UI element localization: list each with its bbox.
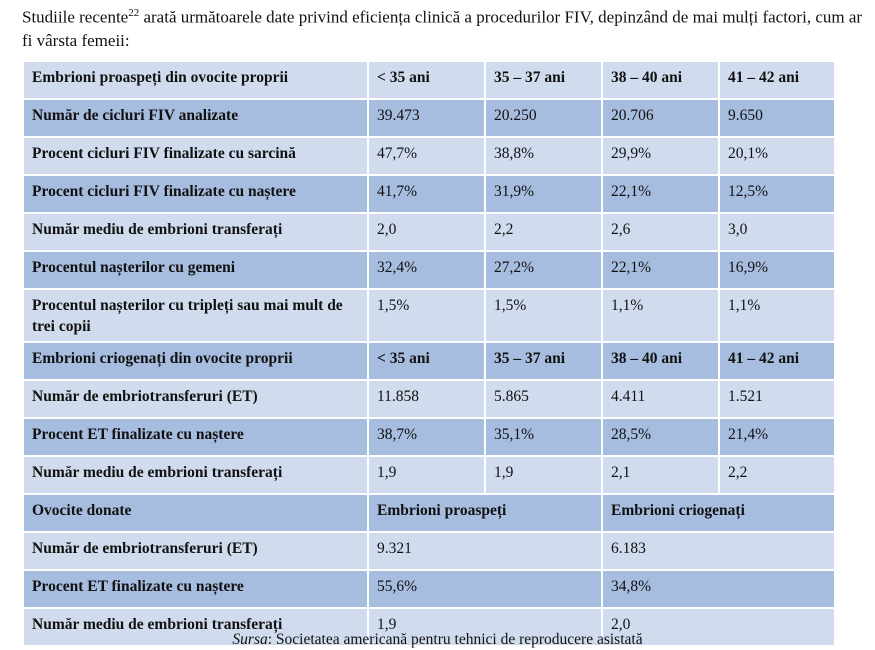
table-cell: 12,5% bbox=[718, 174, 836, 214]
row-label: Procent ET finalizate cu naștere bbox=[22, 569, 369, 609]
age-group-header: 35 – 37 ani bbox=[484, 341, 603, 381]
table-cell: 2,0 bbox=[367, 212, 486, 252]
table-cell: 35,1% bbox=[484, 417, 603, 457]
row-label: Număr mediu de embrioni transferați bbox=[22, 607, 369, 647]
source-text: : Societatea americană pentru tehnici de… bbox=[267, 631, 643, 648]
donor-oocytes-header-row: Ovocite donate Embrioni proaspeți Embrio… bbox=[22, 493, 836, 533]
table-row: Procentul nașterilor cu tripleți sau mai… bbox=[22, 288, 836, 343]
age-group-header: 41 – 42 ani bbox=[718, 60, 836, 100]
row-label: Număr mediu de embrioni transferați bbox=[22, 212, 369, 252]
table-row: Număr de embriotransferuri (ET) 9.321 6.… bbox=[22, 531, 836, 571]
table-cell: 31,9% bbox=[484, 174, 603, 214]
table-cell: 3,0 bbox=[718, 212, 836, 252]
table-cell: 1,9 bbox=[367, 607, 603, 647]
table-cell: 1,5% bbox=[484, 288, 603, 343]
intro-text-end: arată următoarele date privind eficiența… bbox=[22, 7, 863, 50]
table-cell: 11.858 bbox=[367, 379, 486, 419]
row-label: Procent cicluri FIV finalizate cu sarcin… bbox=[22, 136, 369, 176]
table-cell: 20,1% bbox=[718, 136, 836, 176]
row-label: Număr mediu de embrioni transferați bbox=[22, 455, 369, 495]
table-cell: 41,7% bbox=[367, 174, 486, 214]
column-header: Embrioni proaspeți bbox=[367, 493, 603, 533]
table-cell: 16,9% bbox=[718, 250, 836, 290]
table-cell: 2,1 bbox=[601, 455, 720, 495]
source-label: Sursa bbox=[232, 631, 268, 648]
footnote-reference[interactable]: 22 bbox=[128, 7, 140, 19]
age-group-header: 38 – 40 ani bbox=[601, 60, 720, 100]
row-label: Procent cicluri FIV finalizate cu nașter… bbox=[22, 174, 369, 214]
column-header: Embrioni criogenați bbox=[601, 493, 836, 533]
table-cell: 1.521 bbox=[718, 379, 836, 419]
table-cell: 1,1% bbox=[601, 288, 720, 343]
table-cell: 6.183 bbox=[601, 531, 836, 571]
table-cell: 1,1% bbox=[718, 288, 836, 343]
frozen-embryos-header-row: Embrioni criogenați din ovocite proprii … bbox=[22, 341, 836, 381]
table-cell: 1,9 bbox=[484, 455, 603, 495]
section-title: Embrioni criogenați din ovocite proprii bbox=[22, 341, 369, 381]
table-row: Procentul nașterilor cu gemeni 32,4% 27,… bbox=[22, 250, 836, 290]
table-cell: 2,6 bbox=[601, 212, 720, 252]
age-group-header: 38 – 40 ani bbox=[601, 341, 720, 381]
table-row: Număr mediu de embrioni transferați 1,9 … bbox=[22, 607, 836, 647]
age-group-header: 41 – 42 ani bbox=[718, 341, 836, 381]
table-row: Număr de embriotransferuri (ET) 11.858 5… bbox=[22, 379, 836, 419]
table-cell: 34,8% bbox=[601, 569, 836, 609]
table-cell: 2,2 bbox=[718, 455, 836, 495]
table-cell: 1,5% bbox=[367, 288, 486, 343]
age-group-header: < 35 ani bbox=[367, 341, 486, 381]
table-row: Număr mediu de embrioni transferați 2,0 … bbox=[22, 212, 836, 252]
table-cell: 21,4% bbox=[718, 417, 836, 457]
age-group-header: 35 – 37 ani bbox=[484, 60, 603, 100]
table-cell: 2,2 bbox=[484, 212, 603, 252]
table-row: Procent ET finalizate cu naștere 55,6% 3… bbox=[22, 569, 836, 609]
intro-paragraph: Studiile recente22 arată următoarele dat… bbox=[22, 2, 867, 52]
table-cell: 4.411 bbox=[601, 379, 720, 419]
fresh-embryos-header-row: Embrioni proaspeți din ovocite proprii <… bbox=[22, 60, 836, 100]
table-cell: 5.865 bbox=[484, 379, 603, 419]
row-label: Procentul nașterilor cu tripleți sau mai… bbox=[22, 288, 369, 343]
source-caption: Sursa: Societatea americană pentru tehni… bbox=[0, 630, 875, 650]
row-label: Număr de embriotransferuri (ET) bbox=[22, 379, 369, 419]
table-cell: 28,5% bbox=[601, 417, 720, 457]
row-label: Procentul nașterilor cu gemeni bbox=[22, 250, 369, 290]
table-cell: 9.321 bbox=[367, 531, 603, 571]
age-group-header: < 35 ani bbox=[367, 60, 486, 100]
table-cell: 27,2% bbox=[484, 250, 603, 290]
table-row: Procent ET finalizate cu naștere 38,7% 3… bbox=[22, 417, 836, 457]
intro-text-start: Studiile recente bbox=[22, 7, 129, 27]
table-row: Număr mediu de embrioni transferați 1,9 … bbox=[22, 455, 836, 495]
table-row: Procent cicluri FIV finalizate cu nașter… bbox=[22, 174, 836, 214]
ivf-statistics-table: Embrioni proaspeți din ovocite proprii <… bbox=[22, 60, 836, 647]
row-label: Număr de cicluri FIV analizate bbox=[22, 98, 369, 138]
row-label: Procent ET finalizate cu naștere bbox=[22, 417, 369, 457]
table-row: Număr de cicluri FIV analizate 39.473 20… bbox=[22, 98, 836, 138]
table-cell: 29,9% bbox=[601, 136, 720, 176]
table-cell: 38,7% bbox=[367, 417, 486, 457]
table-cell: 55,6% bbox=[367, 569, 603, 609]
section-title: Embrioni proaspeți din ovocite proprii bbox=[22, 60, 369, 100]
table-cell: 2,0 bbox=[601, 607, 836, 647]
table-cell: 20.706 bbox=[601, 98, 720, 138]
table-cell: 47,7% bbox=[367, 136, 486, 176]
table-row: Procent cicluri FIV finalizate cu sarcin… bbox=[22, 136, 836, 176]
table-cell: 1,9 bbox=[367, 455, 486, 495]
table-cell: 22,1% bbox=[601, 250, 720, 290]
table-cell: 20.250 bbox=[484, 98, 603, 138]
table-cell: 22,1% bbox=[601, 174, 720, 214]
table-cell: 38,8% bbox=[484, 136, 603, 176]
table-cell: 32,4% bbox=[367, 250, 486, 290]
row-label: Număr de embriotransferuri (ET) bbox=[22, 531, 369, 571]
table-cell: 39.473 bbox=[367, 98, 486, 138]
table-cell: 9.650 bbox=[718, 98, 836, 138]
section-title: Ovocite donate bbox=[22, 493, 369, 533]
